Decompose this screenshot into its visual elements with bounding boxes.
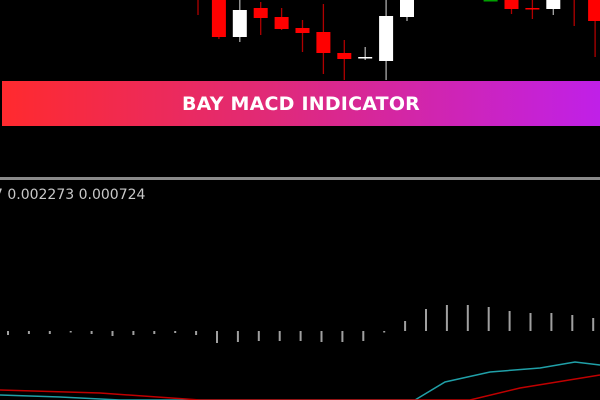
banner-title: BAY MACD INDICATOR: [181, 92, 420, 115]
histogram-bar: [7, 331, 9, 335]
candle-body: [274, 17, 289, 29]
histogram-bar: [445, 305, 448, 331]
signal-line: [0, 374, 600, 400]
histogram-bar: [132, 331, 135, 335]
candle-body: [588, 0, 600, 21]
histogram-bar: [27, 331, 30, 334]
histogram-bar: [362, 331, 365, 341]
histogram-bar: [529, 313, 532, 331]
histogram-bar: [487, 307, 490, 331]
histogram-bar: [216, 331, 218, 343]
histogram-bar: [257, 331, 260, 341]
histogram-bar: [111, 331, 114, 336]
candle-body: [504, 0, 519, 9]
candle-body: [379, 16, 394, 61]
histogram-bar: [195, 331, 198, 335]
candle-body: [483, 0, 498, 2]
candle-body: [253, 8, 268, 18]
indicator-values: 7 0.002273 0.000724: [0, 187, 146, 203]
histogram-bar: [90, 331, 93, 334]
candle-body: [546, 0, 561, 9]
histogram-bar: [320, 331, 323, 342]
candle-body: [337, 53, 352, 59]
histogram-bar: [278, 331, 281, 341]
histogram-bar: [550, 313, 553, 331]
histogram-bar: [69, 331, 72, 333]
histogram-bar: [404, 321, 407, 331]
histogram-bar: [508, 311, 511, 331]
histogram-bar: [383, 331, 386, 333]
histogram-bar: [299, 331, 302, 341]
candle-body: [316, 32, 331, 53]
title-banner: BAY MACD INDICATOR: [2, 81, 600, 126]
histogram-bar: [48, 331, 51, 334]
histogram-bar: [341, 331, 344, 342]
pane-separator[interactable]: [0, 177, 600, 180]
histogram-bar: [174, 331, 177, 333]
histogram-bar: [153, 331, 156, 334]
histogram-bar: [236, 331, 239, 342]
histogram-bar: [466, 305, 469, 331]
histogram-bar: [571, 315, 574, 331]
histogram-bar: [425, 309, 427, 331]
candle-body: [232, 10, 247, 37]
macd-line: [0, 361, 600, 400]
candle-body: [358, 57, 373, 59]
histogram-bar: [592, 318, 595, 331]
candle-body: [211, 0, 226, 37]
candle-body: [295, 28, 310, 33]
candle-body: [525, 8, 540, 10]
price-chart: [197, 0, 600, 80]
candle-body: [400, 0, 414, 17]
